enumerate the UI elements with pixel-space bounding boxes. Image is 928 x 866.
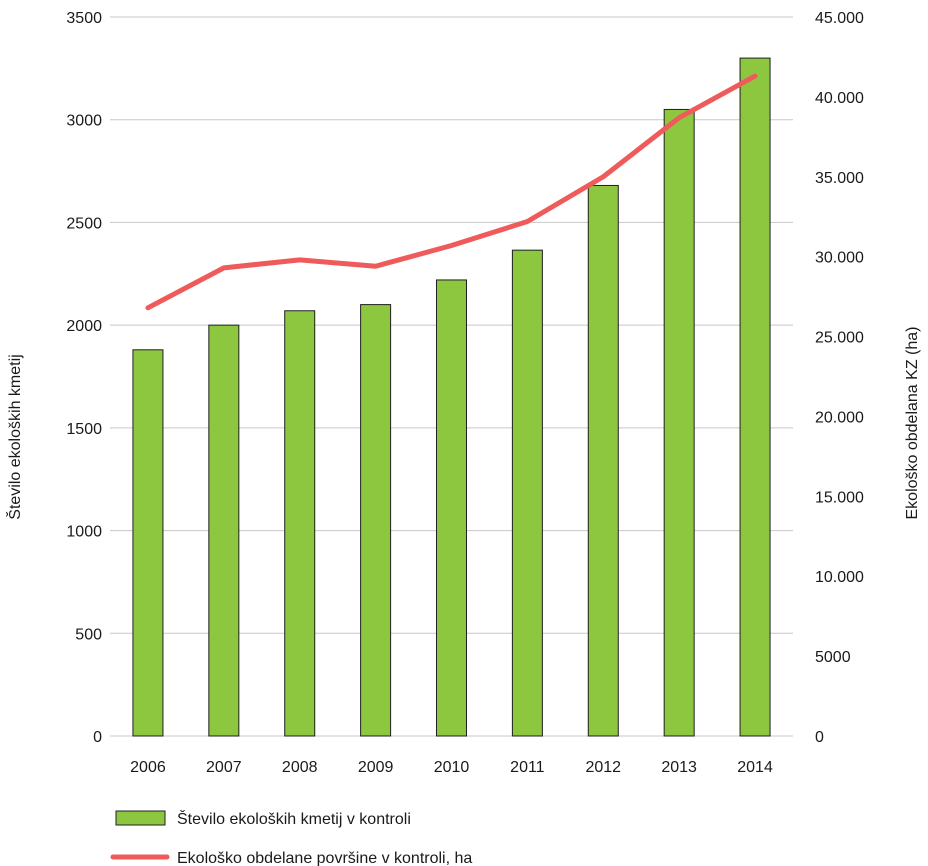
right-tick-label: 20.000 [815,409,864,426]
left-tick-label: 2500 [66,215,102,232]
x-tick-label: 2007 [206,759,242,776]
right-tick-label: 45.000 [815,10,864,27]
right-axis-ticks: 0 5000 10.000 15.000 20.000 25.000 30.000 35.00… [815,10,864,746]
bar [208,324,240,737]
x-tick-label: 2008 [282,759,318,776]
bar [132,349,164,737]
right-tick-label: 25.000 [815,330,864,347]
x-tick-label: 2011 [510,759,545,776]
right-tick-label: 40.000 [815,90,864,107]
right-tick-label: 5000 [815,649,851,666]
bar-series [132,57,771,737]
x-axis-ticks: 2006 2007 2008 2009 2010 2011 2012 2013 2014 [130,759,773,776]
left-tick-label: 3000 [66,113,102,130]
bar [663,108,695,737]
line-series [145,73,758,311]
left-tick-label: 3500 [66,10,102,27]
bar [436,279,467,737]
left-tick-label: 2000 [66,318,102,335]
left-tick-label: 1000 [66,524,102,541]
x-tick-label: 2006 [130,759,166,776]
right-tick-label: 10.000 [815,569,864,586]
bar [739,57,771,737]
left-tick-label: 0 [93,729,102,746]
right-tick-label: 15.000 [815,489,864,506]
bar [587,184,619,737]
right-tick-label: 35.000 [815,170,864,187]
x-tick-label: 2009 [358,759,394,776]
x-tick-label: 2010 [434,759,470,776]
bar [511,249,543,737]
left-tick-label: 1500 [66,421,102,438]
legend-swatch-bar [115,810,166,826]
legend-label-line: Ekološko obdelane površine v kontroli, h… [177,850,472,866]
right-tick-label: 30.000 [815,250,864,267]
left-tick-label: 500 [75,626,102,643]
x-tick-label: 2012 [585,759,621,776]
left-axis-title: Število ekoloških kmetij [5,354,24,519]
x-tick-label: 2014 [737,759,773,776]
left-axis-ticks: 0 500 1000 1500 2000 2500 3000 3500 [66,10,102,746]
x-tick-label: 2013 [661,759,697,776]
bar [284,310,316,737]
bar [360,304,392,737]
legend-label-bar: Število ekoloških kmetij v kontroli [177,809,411,828]
right-axis-title: Ekološko obdelana KZ (ha) [904,327,921,520]
legend: Število ekoloških kmetij v kontroli Ekol… [110,809,472,866]
right-tick-label: 0 [815,729,824,746]
